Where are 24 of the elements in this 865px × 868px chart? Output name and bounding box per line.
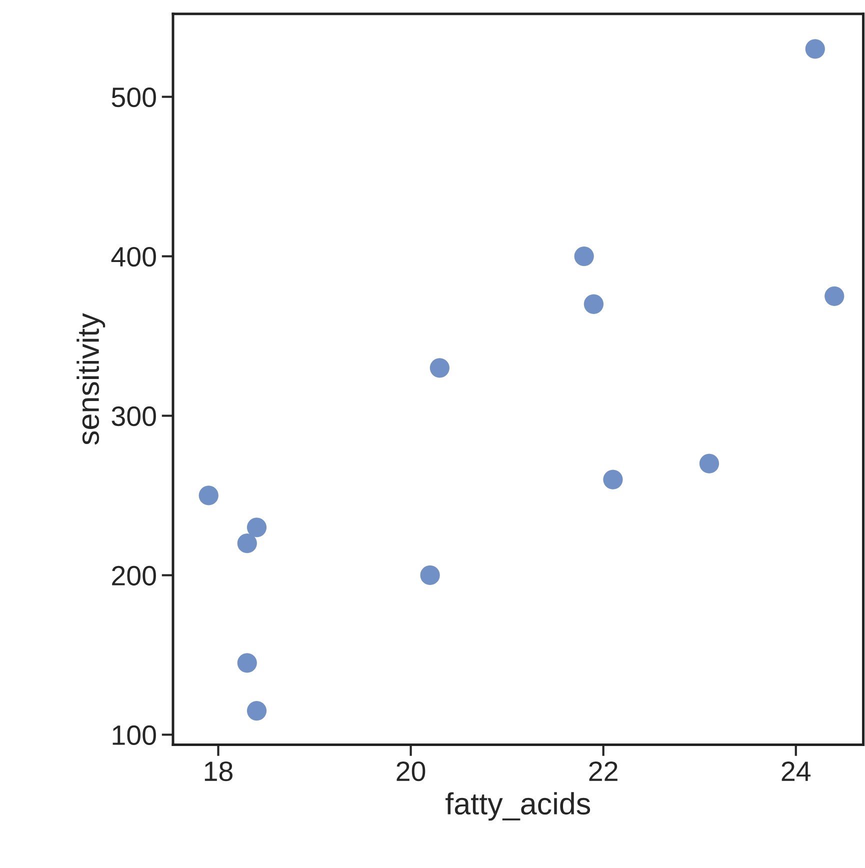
point: [237, 653, 257, 673]
point: [699, 454, 720, 474]
point: [237, 534, 257, 554]
point: [198, 486, 218, 506]
x-tick-label: 20: [396, 761, 426, 782]
x-tick-label: 18: [204, 761, 232, 782]
y-axis-title: sensitivity: [76, 313, 106, 445]
y-tick-label: 100: [112, 725, 156, 746]
x-tick-label: 24: [782, 761, 811, 781]
point: [603, 470, 623, 490]
point: [246, 518, 267, 538]
point: [805, 39, 825, 59]
x-tick-label: 22: [589, 761, 618, 781]
point: [574, 246, 594, 266]
point: [584, 294, 604, 314]
point: [824, 286, 844, 306]
y-tick-label: 500: [112, 87, 156, 108]
point: [420, 565, 440, 586]
point: [246, 700, 267, 721]
y-tick-label: 400: [111, 246, 156, 267]
x-axis-title: fatty_acids: [446, 792, 590, 821]
y-tick-label: 200: [112, 566, 156, 586]
y-tick-label: 300: [112, 406, 156, 426]
point: [430, 358, 450, 378]
